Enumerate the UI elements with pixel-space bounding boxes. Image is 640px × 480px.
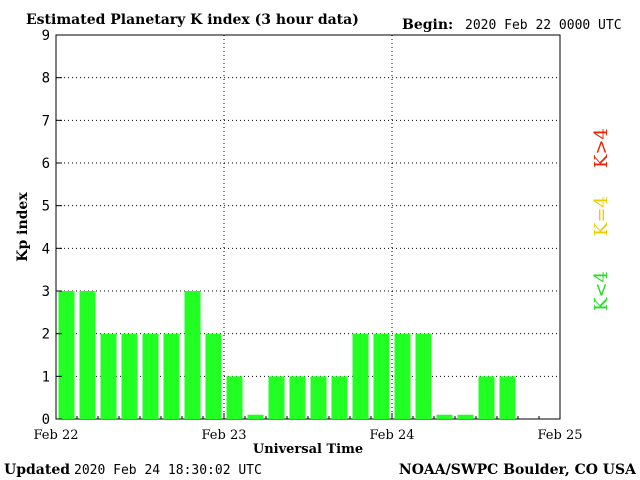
legend-k-lt-4: K<4 [591,271,612,311]
begin-label: Begin: [402,17,453,33]
legend-k-eq-4: K=4 [591,196,612,236]
y-tick-label: 8 [42,71,50,87]
y-tick-label: 6 [42,156,50,172]
kp-bar [415,333,432,419]
kp-bar [499,376,516,419]
updated-label: Updated [4,462,70,478]
x-tick-label: Feb 25 [538,428,583,443]
chart-title: Estimated Planetary K index (3 hour data… [26,12,359,28]
bars-group [58,291,516,419]
y-tick-label: 7 [42,113,50,129]
y-tick-label: 2 [42,327,50,343]
kp-bar [394,333,411,419]
y-tick-label: 0 [42,412,50,428]
kp-bar [373,333,390,419]
legend-k-gt-4: K>4 [591,128,612,168]
begin-value: 2020 Feb 22 0000 UTC [465,18,622,33]
y-tick-label: 4 [42,241,50,257]
kp-bar [79,291,96,419]
plot-area [55,34,561,420]
kp-bar [310,376,327,419]
x-axis-label: Universal Time [253,442,363,457]
y-tick-label: 1 [42,369,50,385]
x-axis-ticks: Feb 22 Feb 23 Feb 24 Feb 25 [34,413,583,443]
kp-bar [163,333,180,419]
y-axis-label: Kp index [15,192,31,262]
y-tick-label: 9 [42,28,50,44]
kp-bar [100,333,117,419]
kp-bar [184,291,201,419]
source-credit: NOAA/SWPC Boulder, CO USA [399,462,637,478]
kp-bar [247,414,264,419]
kp-bar [478,376,495,419]
x-tick-label: Feb 23 [202,428,247,443]
kp-bar [205,333,222,419]
updated-value: 2020 Feb 24 18:30:02 UTC [74,463,262,478]
kp-bar [352,333,369,419]
y-tick-label: 5 [42,199,50,215]
kp-bar [268,376,285,419]
kp-bar [436,414,453,419]
kp-bar [457,414,474,419]
grid-lines [56,35,560,419]
kp-bar [121,333,138,419]
kp-bar [331,376,348,419]
kp-bar [58,291,75,419]
kp-bar [289,376,306,419]
x-tick-label: Feb 24 [370,428,415,443]
kp-bar [142,333,159,419]
y-tick-label: 3 [42,284,50,300]
x-tick-label: Feb 22 [34,428,79,443]
kp-bar [226,376,243,419]
y-axis-ticks: 0 1 2 3 4 5 6 7 8 9 [42,28,62,428]
